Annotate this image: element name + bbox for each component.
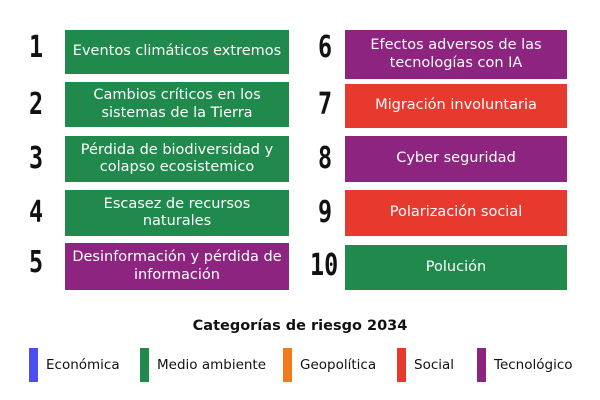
rank-number-2: 2 xyxy=(29,87,44,122)
rank-number-7: 7 xyxy=(318,87,333,122)
rank-number-3: 3 xyxy=(29,141,44,176)
legend-swatch-social xyxy=(397,348,406,382)
legend-swatch-economica xyxy=(29,348,38,382)
legend-item-medio-ambiente: Medio ambiente xyxy=(140,348,266,382)
legend-swatch-medio-ambiente xyxy=(140,348,149,382)
rank-number-10: 10 xyxy=(310,248,339,283)
legend-label-economica: Económica xyxy=(46,357,120,373)
risk-box-5: Desinformación y pérdida de información xyxy=(65,243,289,290)
rank-number-1: 1 xyxy=(29,30,44,65)
legend-label-tecnologico: Tecnológico xyxy=(494,357,573,373)
legend-title: Categorías de riesgo 2034 xyxy=(192,318,408,334)
legend-item-social: Social xyxy=(397,348,454,382)
risk-box-4: Escasez de recursos naturales xyxy=(65,190,289,236)
rank-number-4: 4 xyxy=(29,195,44,230)
rank-number-6: 6 xyxy=(318,30,333,65)
risk-box-6: Efectos adversos de las tecnologías con … xyxy=(345,30,567,79)
risk-box-1: Eventos climáticos extremos xyxy=(65,30,289,74)
rank-number-5: 5 xyxy=(29,245,44,280)
rank-number-9: 9 xyxy=(318,195,333,230)
legend-label-medio-ambiente: Medio ambiente xyxy=(157,357,267,373)
legend-item-economica: Económica xyxy=(29,348,120,382)
risk-box-3: Pérdida de biodiversidad y colapso ecosi… xyxy=(65,136,289,182)
legend-swatch-geopolitica xyxy=(283,348,292,382)
rank-number-8: 8 xyxy=(318,141,333,176)
legend-item-geopolitica: Geopolítica xyxy=(283,348,376,382)
risk-box-8: Cyber seguridad xyxy=(345,136,567,182)
legend-label-geopolitica: Geopolítica xyxy=(300,357,377,373)
risk-box-9: Polarización social xyxy=(345,190,567,236)
risk-box-7: Migración involuntaria xyxy=(345,84,567,128)
risk-box-10: Polución xyxy=(345,245,567,290)
legend-item-tecnologico: Tecnológico xyxy=(477,348,573,382)
risk-box-2: Cambios críticos en los sistemas de la T… xyxy=(65,82,289,127)
legend-label-social: Social xyxy=(414,357,455,373)
legend-swatch-tecnologico xyxy=(477,348,486,382)
